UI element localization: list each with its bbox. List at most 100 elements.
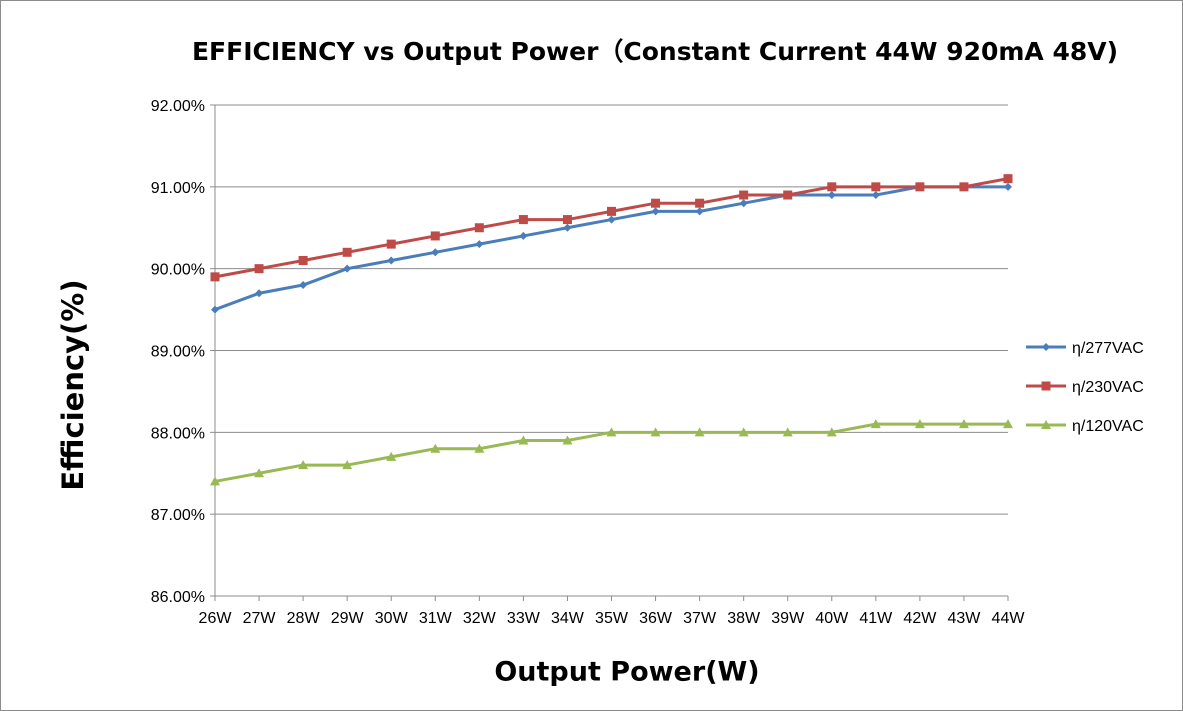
y-tick-label: 88.00% [151,425,205,442]
legend-entry: η/277VAC [1026,340,1144,357]
y-tick-label: 89.00% [151,344,205,361]
y-tick-label: 91.00% [151,180,205,197]
x-tick-label: 36W [639,610,673,627]
legend-label: η/230VAC [1072,379,1144,396]
data-point-diamond [1042,343,1050,351]
data-point-triangle [870,419,881,429]
x-tick-label: 39W [771,610,805,627]
x-tick-label: 31W [419,610,453,627]
x-tick-label: 26W [199,610,233,627]
data-point-diamond [563,223,572,232]
x-tick-label: 30W [375,610,409,627]
data-point-square [254,264,264,274]
data-point-diamond [475,240,484,249]
series-layer [210,174,1013,486]
y-tick-label: 92.00% [151,98,205,115]
data-point-square [959,182,969,192]
x-tick-label: 27W [243,610,277,627]
data-point-square [739,190,749,200]
data-point-diamond [739,199,748,208]
legend-label: η/277VAC [1072,340,1144,357]
data-point-triangle [562,435,573,445]
x-tick-label: 33W [507,610,541,627]
gridlines [215,104,1008,597]
data-point-diamond [651,207,660,216]
x-tick-label: 43W [947,610,981,627]
data-point-triangle [298,460,309,470]
data-point-diamond [255,289,264,298]
data-point-diamond [519,231,528,240]
x-tick-label: 29W [331,610,365,627]
data-point-square [783,190,793,200]
chart-title: EFFICIENCY vs Output Power（Constant Curr… [191,37,1119,66]
data-point-diamond [431,248,440,257]
series-square [210,174,1013,282]
series-line [214,185,1008,311]
data-point-triangle [826,427,837,437]
data-point-triangle [1041,420,1051,429]
series-triangle [210,419,1013,486]
legend-entry: η/230VAC [1026,379,1144,396]
data-point-square [342,247,352,257]
data-point-diamond [827,191,836,200]
data-point-triangle [650,427,661,437]
data-point-square [210,272,220,282]
data-point-diamond [607,215,616,224]
data-point-square [607,206,616,216]
data-point-diamond [871,191,880,200]
data-point-triangle [474,443,485,453]
data-point-diamond [211,305,219,314]
x-tick-label: 38W [727,610,761,627]
legend: η/277VAC η/230VAC η/120VAC [1026,340,1144,435]
x-tick-label: 44W [992,610,1026,627]
x-tick-label: 28W [287,610,321,627]
series-diamond [211,182,1012,314]
data-point-square [386,239,396,249]
data-point-triangle [518,435,529,445]
data-point-square [695,198,705,208]
data-point-triangle [254,468,265,478]
x-tick-label: 32W [463,610,497,627]
x-tick-label: 34W [551,610,585,627]
data-point-diamond [343,264,352,273]
axes [210,104,1009,601]
x-tick-label: 41W [859,610,893,627]
data-point-triangle [606,427,617,437]
data-point-square [474,223,484,233]
data-point-square [562,215,572,225]
data-point-diamond [387,256,396,265]
data-point-triangle [430,443,441,453]
data-point-triangle [386,451,397,461]
legend-label: η/120VAC [1072,418,1144,435]
data-point-triangle [914,419,925,429]
x-tick-label: 42W [903,610,937,627]
data-point-square [518,215,528,225]
data-point-square [871,182,881,192]
data-point-triangle [342,460,353,470]
data-point-triangle [694,427,705,437]
data-point-triangle [1003,419,1013,429]
data-point-triangle [210,476,220,486]
data-point-square [827,182,837,192]
y-tick-label: 90.00% [151,262,205,279]
x-tick-label: 35W [595,610,629,627]
data-point-square [1041,381,1051,391]
data-point-square [915,182,925,192]
data-point-diamond [299,281,308,290]
data-point-diamond [1004,182,1012,191]
y-tick-labels: 86.00% 87.00% 88.00% 89.00% 90.00% 91.00% 92.0… [151,98,205,606]
x-axis-title: Output Power(W) [494,656,760,688]
x-tick-label: 37W [683,610,717,627]
data-point-square [1003,174,1013,184]
data-point-square [298,255,308,265]
data-point-diamond [695,207,704,216]
legend-entry: η/120VAC [1026,418,1144,435]
y-tick-label: 86.00% [151,589,205,606]
x-tick-label: 40W [815,610,849,627]
data-point-triangle [782,427,793,437]
x-tick-labels: 26W 27W 28W 29W 30W 31W 32W 33W 34W 35W 36W 37W 38W 3… [199,610,1026,627]
data-point-square [430,231,440,241]
data-point-square [651,198,661,208]
